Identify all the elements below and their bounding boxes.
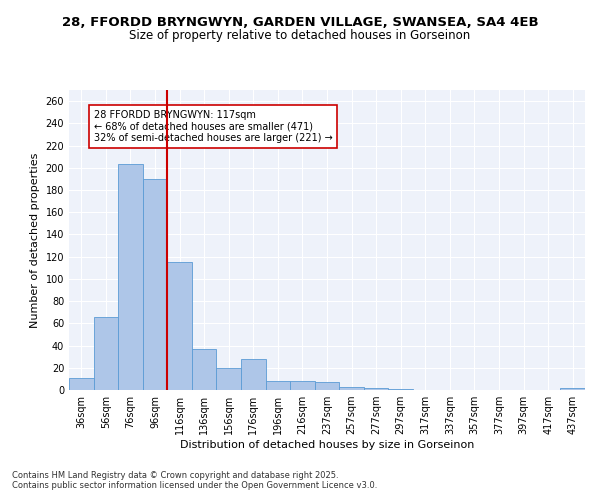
Bar bbox=[560, 388, 585, 390]
Text: 28, FFORDD BRYNGWYN, GARDEN VILLAGE, SWANSEA, SA4 4EB: 28, FFORDD BRYNGWYN, GARDEN VILLAGE, SWA… bbox=[62, 16, 538, 29]
Bar bbox=[388, 389, 413, 390]
Bar bbox=[167, 262, 192, 390]
Bar bbox=[339, 386, 364, 390]
Y-axis label: Number of detached properties: Number of detached properties bbox=[30, 152, 40, 328]
Bar bbox=[192, 349, 217, 390]
Bar bbox=[143, 179, 167, 390]
X-axis label: Distribution of detached houses by size in Gorseinon: Distribution of detached houses by size … bbox=[180, 440, 474, 450]
Text: Size of property relative to detached houses in Gorseinon: Size of property relative to detached ho… bbox=[130, 30, 470, 43]
Bar bbox=[290, 381, 315, 390]
Bar bbox=[241, 359, 266, 390]
Bar bbox=[315, 382, 339, 390]
Bar bbox=[69, 378, 94, 390]
Bar bbox=[94, 316, 118, 390]
Text: 28 FFORDD BRYNGWYN: 117sqm
← 68% of detached houses are smaller (471)
32% of sem: 28 FFORDD BRYNGWYN: 117sqm ← 68% of deta… bbox=[94, 110, 332, 143]
Bar bbox=[118, 164, 143, 390]
Text: Contains HM Land Registry data © Crown copyright and database right 2025.
Contai: Contains HM Land Registry data © Crown c… bbox=[12, 470, 377, 490]
Bar bbox=[266, 381, 290, 390]
Bar bbox=[217, 368, 241, 390]
Bar bbox=[364, 388, 388, 390]
